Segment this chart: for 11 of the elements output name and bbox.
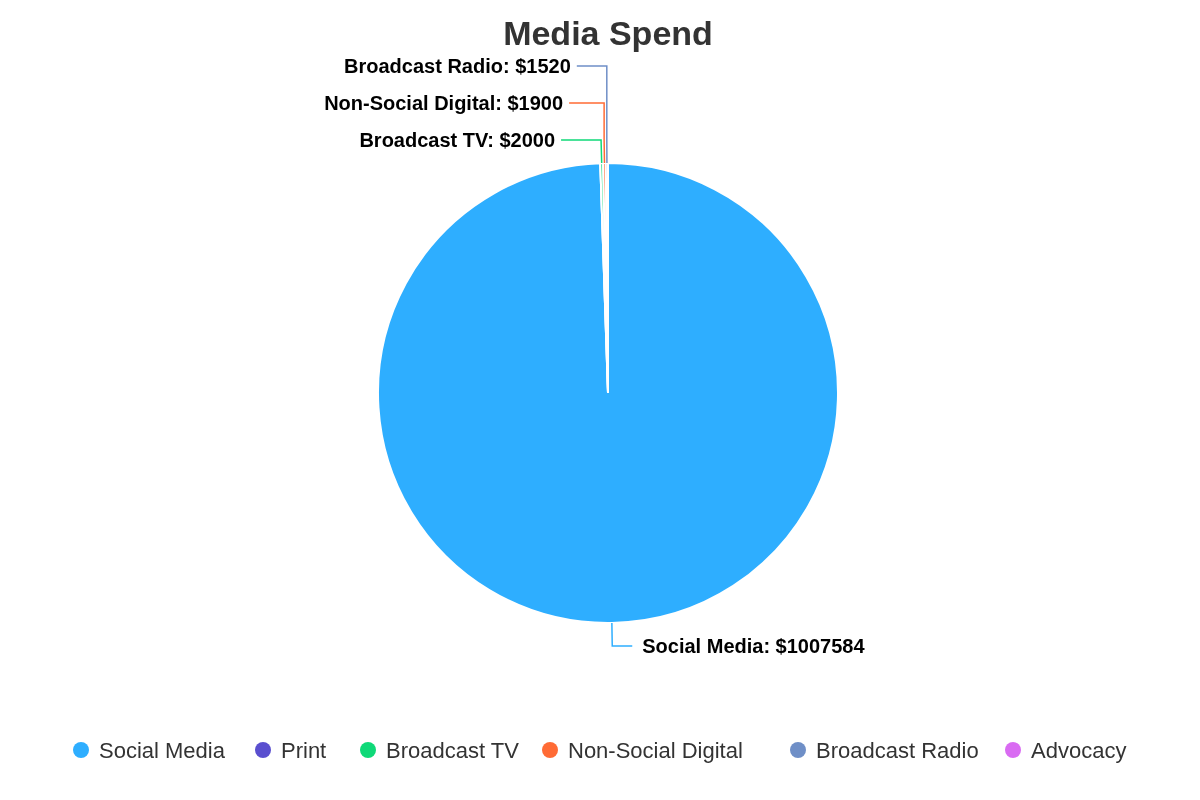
legend-label: Broadcast Radio (816, 737, 979, 763)
legend-label: Advocacy (1031, 737, 1127, 763)
data-label: Non-Social Digital: $1900 (324, 92, 564, 115)
data-label: Social Media: $1007584 (642, 634, 866, 657)
legend-label: Social Media (99, 737, 226, 763)
legend-label: Print (281, 737, 327, 763)
chart-title: Media Spend (503, 13, 713, 52)
legend-label: Broadcast TV (386, 737, 520, 763)
data-label: Broadcast Radio: $1520 (344, 55, 571, 78)
legend-label: Non-Social Digital (568, 737, 743, 763)
data-label: Broadcast TV: $2000 (359, 129, 556, 152)
